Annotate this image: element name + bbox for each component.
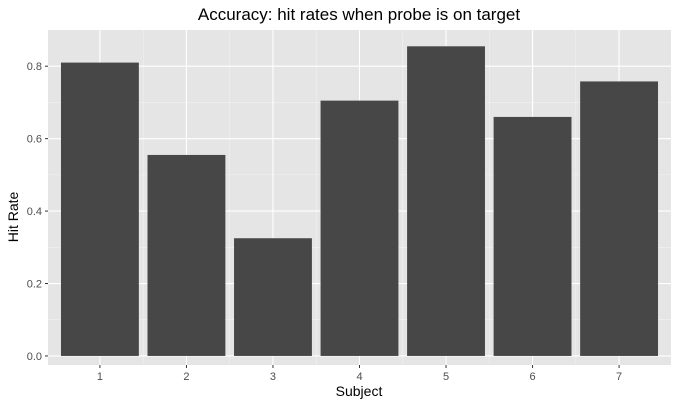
y-axis: 0.0 0.2 0.4 0.6 0.8 bbox=[27, 61, 48, 363]
bar-subject-3 bbox=[234, 238, 312, 356]
y-tick-label: 0.8 bbox=[27, 61, 42, 73]
y-tick-label: 0.4 bbox=[27, 206, 42, 218]
y-tick-label: 0.6 bbox=[27, 134, 42, 146]
bar-subject-4 bbox=[320, 100, 399, 356]
x-axis: 1 2 3 4 5 6 7 bbox=[97, 365, 622, 383]
x-tick-label: 1 bbox=[97, 371, 103, 383]
x-tick-label: 2 bbox=[183, 371, 189, 383]
x-tick-label: 6 bbox=[529, 371, 535, 383]
bar-subject-2 bbox=[147, 154, 226, 356]
y-axis-title: Hit Rate bbox=[5, 192, 21, 243]
bar-subject-6 bbox=[493, 116, 572, 356]
bar-subject-1 bbox=[60, 62, 139, 356]
bar-subject-5 bbox=[407, 46, 485, 356]
x-axis-title: Subject bbox=[336, 383, 383, 399]
y-tick-label: 0.0 bbox=[27, 351, 42, 363]
chart-title: Accuracy: hit rates when probe is on tar… bbox=[198, 5, 520, 24]
y-tick-label: 0.2 bbox=[27, 279, 42, 291]
x-tick-label: 5 bbox=[443, 371, 449, 383]
x-tick-label: 7 bbox=[616, 371, 622, 383]
bars bbox=[60, 46, 659, 356]
x-tick-label: 4 bbox=[356, 371, 362, 383]
bar-subject-7 bbox=[580, 81, 659, 356]
x-tick-label: 3 bbox=[270, 371, 276, 383]
